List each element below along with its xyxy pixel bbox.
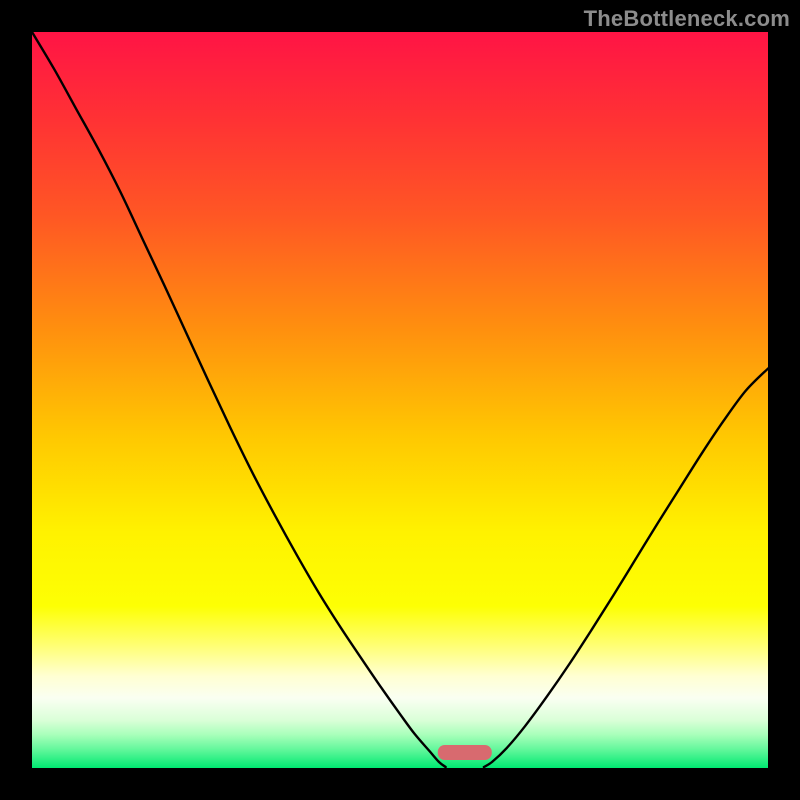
optimum-marker — [438, 745, 492, 760]
chart-stage: TheBottleneck.com — [0, 0, 800, 800]
bottleneck-chart-svg — [0, 0, 800, 800]
plot-background-gradient — [32, 32, 768, 768]
watermark-text: TheBottleneck.com — [584, 6, 790, 32]
